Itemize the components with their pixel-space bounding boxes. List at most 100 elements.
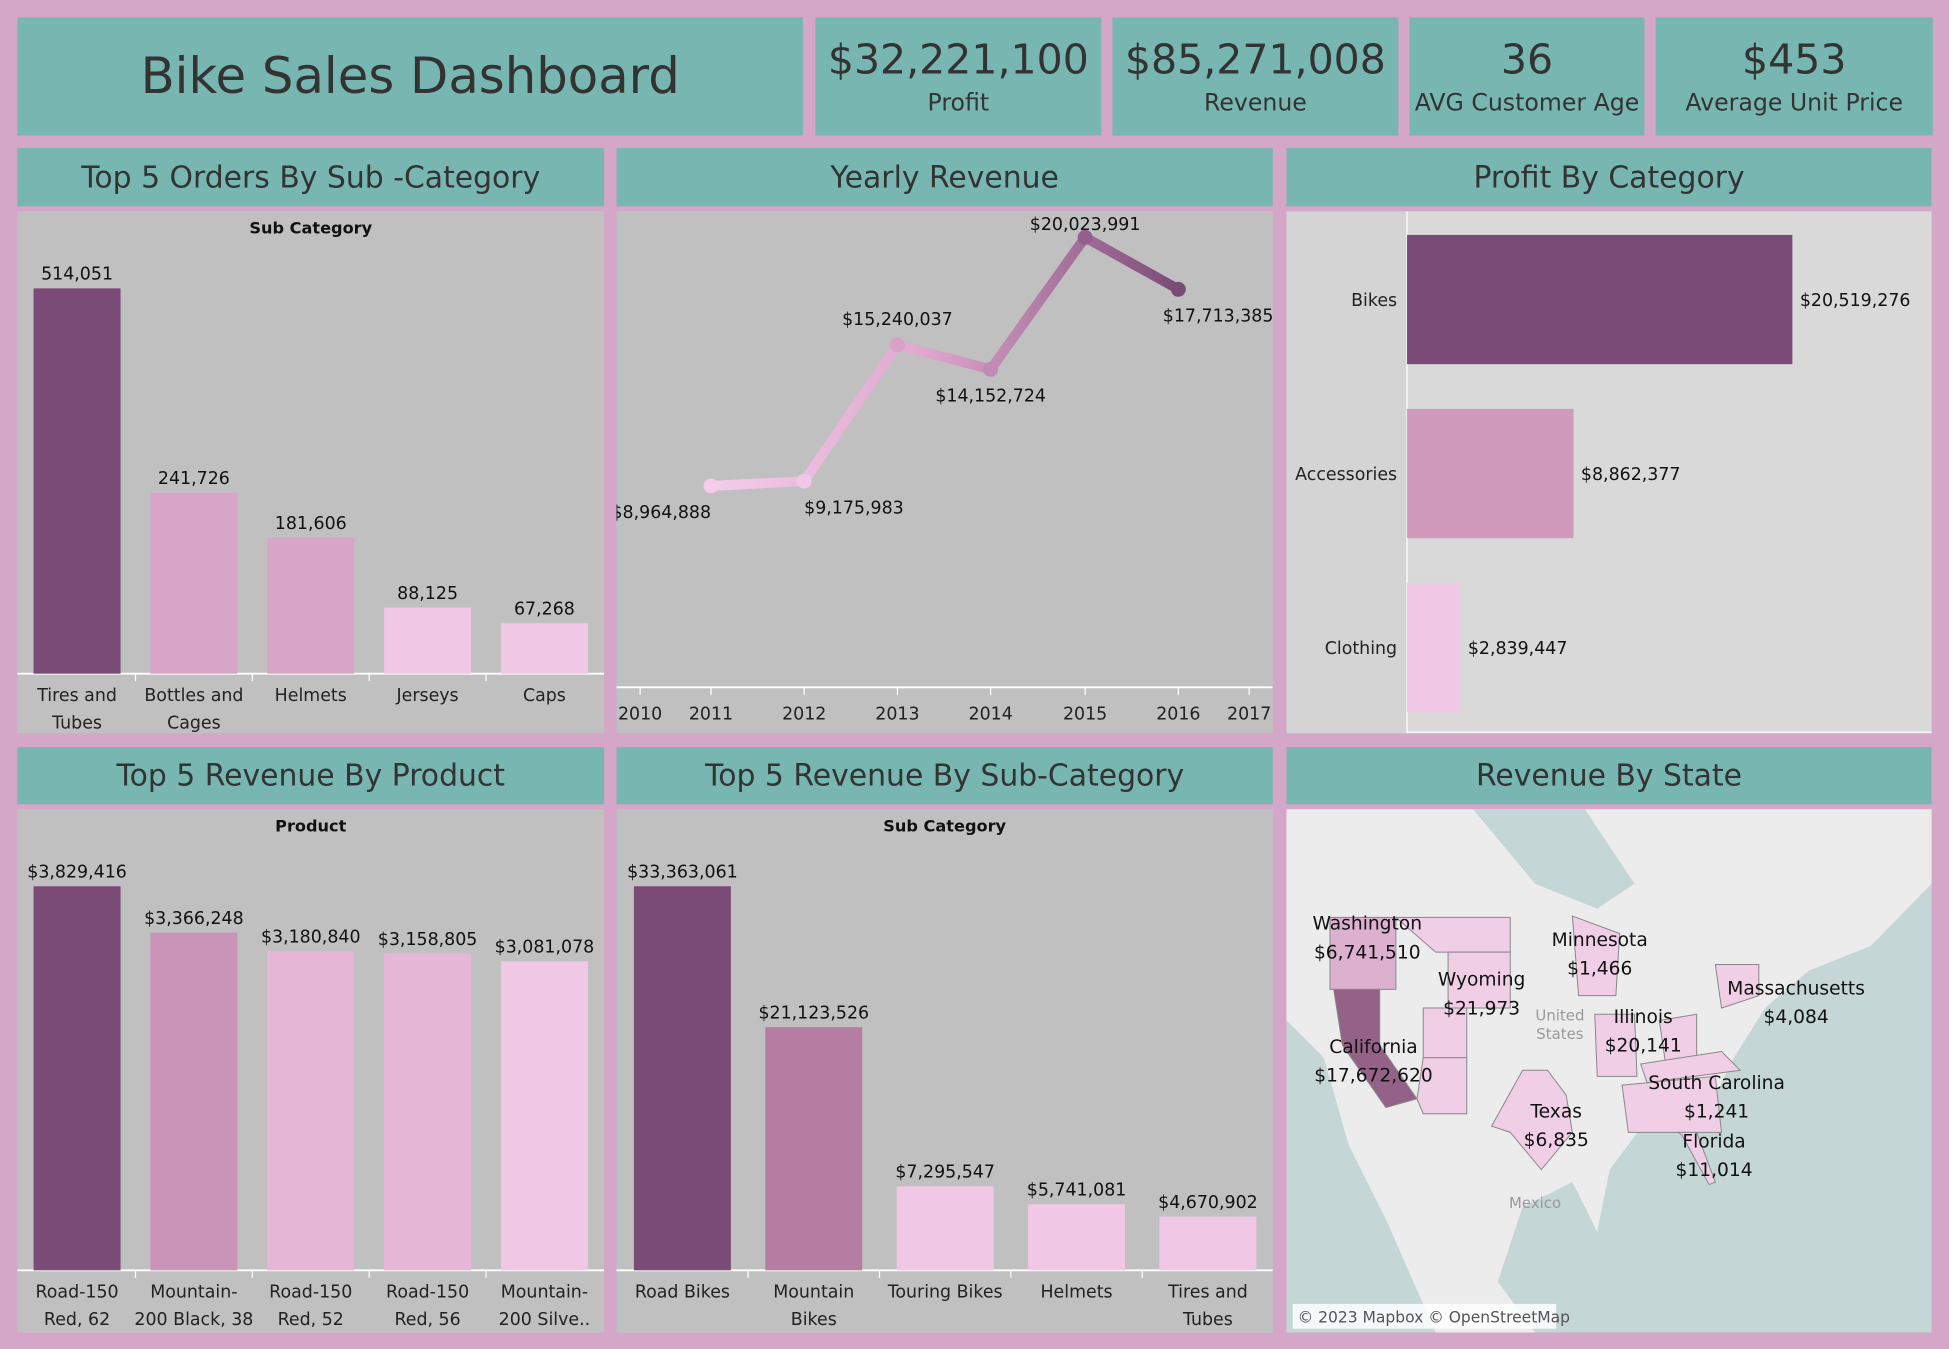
kpi-label: Profit [927, 89, 990, 117]
state-value: $6,741,510 [1314, 942, 1421, 963]
state-name: Washington [1313, 914, 1422, 935]
state-shape[interactable] [1571, 915, 1621, 997]
x-tick-label: 2017 [1227, 705, 1271, 725]
orders-chart: Sub Category 514,051 Tires and Tubes 241,726… [17, 211, 605, 734]
kpi-label: AVG Customer Age [1414, 89, 1640, 117]
category-label: Tires and [36, 686, 117, 706]
data-point[interactable] [703, 478, 719, 494]
category-label: 200 Black, 38 [134, 1310, 253, 1330]
bar [1407, 582, 1461, 713]
state-name: Florida [1682, 1131, 1745, 1152]
category-label: Road-150 [269, 1283, 352, 1303]
product-chart: Product $3,829,416 Road-150 Red, 62 $3,366,2… [17, 809, 605, 1333]
data-label: $3,829,416 [27, 863, 127, 883]
state-name: Texas [1529, 1101, 1581, 1122]
data-label: $14,152,724 [935, 387, 1046, 407]
data-point[interactable] [1077, 229, 1093, 245]
state-shape[interactable] [1416, 1057, 1468, 1115]
bar [500, 623, 588, 674]
data-label: $5,741,081 [1027, 1181, 1127, 1201]
bar [33, 886, 121, 1271]
category-label: Road Bikes [635, 1283, 730, 1303]
data-point[interactable] [983, 361, 999, 377]
category-label: Road-150 [386, 1283, 469, 1303]
kpi-age: 36 AVG Customer Age [1409, 17, 1645, 136]
kpi-unit-price: $453 Average Unit Price [1655, 17, 1933, 136]
bar [33, 288, 121, 674]
state-map[interactable]: Washington $6,741,510 California $17,672,62… [1286, 809, 1932, 1333]
category-label: Touring Bikes [887, 1283, 1003, 1303]
data-point[interactable] [796, 473, 812, 489]
state-shape[interactable] [1714, 964, 1760, 1009]
category-label: Red, 52 [278, 1310, 344, 1330]
bar [150, 492, 238, 674]
title-text: Bike Sales Dashboard [140, 47, 680, 106]
bar [267, 537, 355, 674]
state-shape[interactable] [1640, 1051, 1742, 1084]
data-point[interactable] [1170, 281, 1186, 297]
chart-header: Sub Category [883, 817, 1006, 836]
bar [150, 932, 238, 1271]
category-label: Accessories [1295, 465, 1397, 485]
data-label: $20,519,276 [1800, 291, 1911, 311]
subcat-header: Top 5 Revenue By Sub-Category [616, 747, 1273, 805]
data-label: 514,051 [41, 265, 113, 285]
kpi-value: 36 [1500, 34, 1554, 84]
bar [267, 951, 355, 1271]
chart-header: Sub Category [249, 219, 372, 238]
dashboard-title: Bike Sales Dashboard [17, 17, 803, 136]
data-label: $17,713,385 [1163, 307, 1273, 327]
kpi-value: $85,271,008 [1124, 34, 1386, 84]
bar [1407, 408, 1574, 539]
category-label: Bikes [791, 1310, 837, 1330]
data-label: $7,295,547 [895, 1163, 995, 1183]
data-label: $21,123,526 [758, 1003, 869, 1023]
x-tick-label: 2014 [969, 705, 1013, 725]
profit-header: Profit By Category [1286, 147, 1932, 207]
state-value: $17,672,620 [1314, 1065, 1433, 1086]
country-label: United [1535, 1006, 1584, 1024]
kpi-label: Revenue [1203, 89, 1307, 117]
category-label: Tubes [1182, 1310, 1233, 1330]
country-label: States [1536, 1025, 1583, 1043]
x-tick-label: 2015 [1063, 705, 1107, 725]
data-label: $3,081,078 [495, 938, 595, 958]
state-name: Minnesota [1552, 930, 1648, 951]
state-shape[interactable] [1621, 1075, 1723, 1133]
category-label: Tires and [1167, 1283, 1248, 1303]
bar [384, 607, 472, 674]
bar [1028, 1204, 1126, 1271]
x-tick-label: 2010 [618, 705, 662, 725]
product-header: Top 5 Revenue By Product [17, 747, 605, 805]
category-label: Mountain- [150, 1283, 237, 1303]
data-point[interactable] [889, 337, 905, 353]
data-label: $4,670,902 [1158, 1193, 1258, 1213]
x-tick-label: 2016 [1156, 705, 1200, 725]
bar [765, 1027, 863, 1271]
yearly-header: Yearly Revenue [616, 147, 1273, 207]
state-shape[interactable] [1329, 916, 1397, 990]
profit-chart: Bikes $20,519,276 Accessories $8,862,377 Clo… [1286, 211, 1932, 734]
state-value: $1,241 [1684, 1101, 1749, 1122]
category-label: Helmets [1040, 1283, 1112, 1303]
kpi-label: Average Unit Price [1685, 89, 1904, 117]
kpi-profit: $32,221,100 Profit [815, 17, 1102, 136]
chart-header: Product [275, 817, 346, 836]
state-value: $6,835 [1524, 1130, 1589, 1151]
category-label: Cages [167, 713, 221, 733]
state-shape[interactable] [1447, 951, 1511, 1009]
state-name: South Carolina [1648, 1073, 1785, 1094]
category-label: Mountain [773, 1283, 854, 1303]
state-shape[interactable] [1490, 1069, 1573, 1171]
state-shape[interactable] [1676, 1131, 1716, 1186]
subcat-chart: Sub Category $33,363,061 Road Bikes $21,123… [616, 809, 1273, 1333]
state-shape[interactable] [1594, 1013, 1638, 1077]
map-attribution[interactable]: © 2023 Mapbox © OpenStreetMap [1298, 1309, 1570, 1327]
data-label: $8,964,888 [617, 503, 712, 523]
data-label: $33,363,061 [627, 863, 738, 883]
category-label: Road-150 [36, 1283, 119, 1303]
state-name: Wyoming [1438, 970, 1525, 991]
state-name: Illinois [1614, 1007, 1673, 1028]
state-value: $4,084 [1764, 1007, 1829, 1028]
data-label: 88,125 [397, 584, 458, 604]
